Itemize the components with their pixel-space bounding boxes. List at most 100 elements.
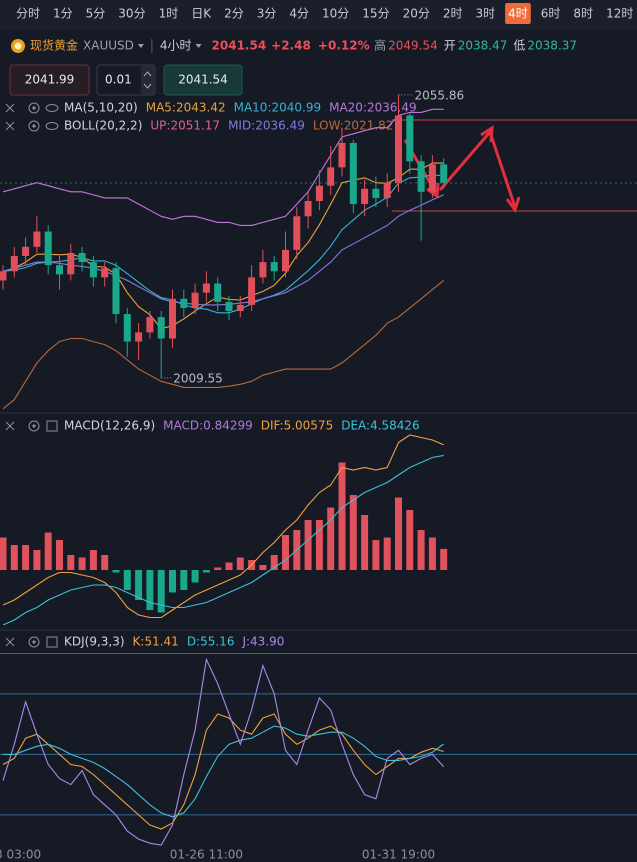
timeframe-tab[interactable]: 3分	[257, 7, 277, 21]
close-icon[interactable]	[5, 421, 15, 431]
timeframe-tab[interactable]: 3时	[476, 7, 496, 21]
lots-value: 0.01	[105, 73, 132, 87]
timeframe-tab[interactable]: 15分	[362, 7, 389, 21]
candle-body	[180, 298, 188, 308]
high-marker: 2055.86	[415, 88, 465, 102]
macd-bar	[383, 537, 391, 570]
timeframe-tab[interactable]: 10分	[322, 7, 349, 21]
timeframe-tab[interactable]: 2分	[224, 7, 244, 21]
macd-bar	[428, 537, 436, 570]
low-label: 低	[513, 39, 525, 53]
indicator-value: K:51.41	[133, 635, 179, 649]
buy-box[interactable]	[163, 64, 243, 96]
timeframe-tab[interactable]: 日K	[191, 7, 212, 21]
macd-bar	[67, 555, 75, 570]
timeframe-tab[interactable]: 8时	[573, 7, 593, 21]
high-value: 2049.54	[388, 39, 438, 53]
indicator-value: MACD:0.84299	[163, 419, 253, 433]
candle-body	[236, 304, 244, 311]
macd-bar	[417, 530, 425, 570]
settings-icon[interactable]	[28, 420, 40, 432]
macd-bar	[146, 570, 154, 610]
buy-price: 2041.54	[178, 73, 228, 87]
candle-body	[372, 188, 380, 198]
x-axis-label: 01-31 19:00	[362, 848, 435, 862]
candle-body	[428, 164, 436, 192]
price-change-pct: +0.12%	[318, 39, 370, 53]
close-icon[interactable]	[5, 121, 15, 131]
macd-bar	[169, 570, 176, 593]
step-up[interactable]	[143, 71, 152, 77]
macd-bar	[22, 545, 30, 570]
timeframe-tab[interactable]: 2时	[443, 7, 463, 21]
candle-body	[406, 115, 414, 162]
indicator-label: BOLL(20,2,2)	[64, 119, 142, 133]
macd-bar	[56, 540, 63, 570]
symbol-icon-inner	[14, 42, 22, 50]
candle-body	[56, 265, 63, 275]
candle-body	[270, 262, 278, 272]
candle-body	[101, 268, 109, 278]
lots-stepper[interactable]	[141, 66, 154, 94]
sell-price: 2041.99	[25, 73, 75, 87]
lots-box[interactable]	[96, 64, 156, 96]
expand-icon[interactable]	[46, 636, 58, 648]
settings-icon-dot	[32, 640, 36, 644]
indicator-value: MID:2036.49	[228, 119, 305, 133]
candle-body	[214, 283, 222, 302]
candle-body	[349, 142, 357, 205]
sell-box[interactable]	[9, 64, 90, 96]
step-down[interactable]	[143, 83, 152, 89]
timeframe-tab[interactable]: 30分	[118, 7, 145, 21]
timeframe-tab[interactable]: 5分	[86, 7, 106, 21]
dropdown-caret[interactable]	[195, 44, 202, 48]
settings-icon-dot	[32, 424, 36, 428]
dropdown-caret[interactable]	[137, 44, 144, 48]
macd-bar	[10, 545, 18, 570]
timeframe-tab[interactable]: 分时	[16, 7, 40, 21]
indicator-value: MA5:2043.42	[146, 101, 226, 115]
candle-body	[112, 268, 120, 315]
timeframe-tab[interactable]: 6时	[541, 7, 561, 21]
macd-bar	[440, 548, 448, 570]
macd-bar	[191, 570, 199, 583]
timeframe-tab[interactable]: 12时	[606, 7, 633, 21]
candle-body	[191, 292, 199, 308]
macd-bar	[202, 570, 210, 573]
indicator-value: UP:2051.17	[150, 119, 220, 133]
macd-bar	[180, 570, 188, 590]
settings-icon[interactable]	[28, 120, 40, 132]
macd-bar	[282, 535, 289, 570]
indicator-line	[2, 279, 445, 410]
settings-icon[interactable]	[28, 636, 40, 648]
indicator-label: MACD(12,26,9)	[64, 419, 155, 433]
candle-body	[169, 298, 176, 339]
timeframe-tab[interactable]: 1分	[53, 7, 73, 21]
indicator-label: MA(5,10,20)	[64, 101, 138, 115]
timeframe-tab[interactable]: 4分	[289, 7, 309, 21]
settings-icon[interactable]	[28, 102, 40, 114]
indicator-value: LOW:2021.82	[313, 119, 394, 133]
close-icon[interactable]	[5, 103, 15, 113]
timeframe-tab[interactable]: 4时	[508, 7, 528, 21]
visibility-icon[interactable]	[45, 122, 59, 130]
macd-bar	[112, 570, 120, 573]
macd-bar	[0, 537, 7, 570]
candle-body	[202, 283, 210, 293]
indicator-line	[2, 454, 444, 625]
candle-body	[361, 188, 369, 205]
candle-body	[0, 271, 7, 281]
open-label: 开	[444, 39, 456, 53]
candle-body	[304, 201, 312, 217]
expand-icon[interactable]	[46, 420, 58, 432]
timeframe-tab[interactable]: 1时	[159, 7, 179, 21]
candle-body	[78, 252, 86, 263]
visibility-icon[interactable]	[45, 104, 59, 112]
candle-body	[10, 256, 18, 272]
close-icon[interactable]	[5, 637, 15, 647]
macd-bar	[372, 540, 380, 570]
timeframe-tab[interactable]: 20分	[403, 7, 430, 21]
toolbar-bg	[0, 0, 637, 30]
